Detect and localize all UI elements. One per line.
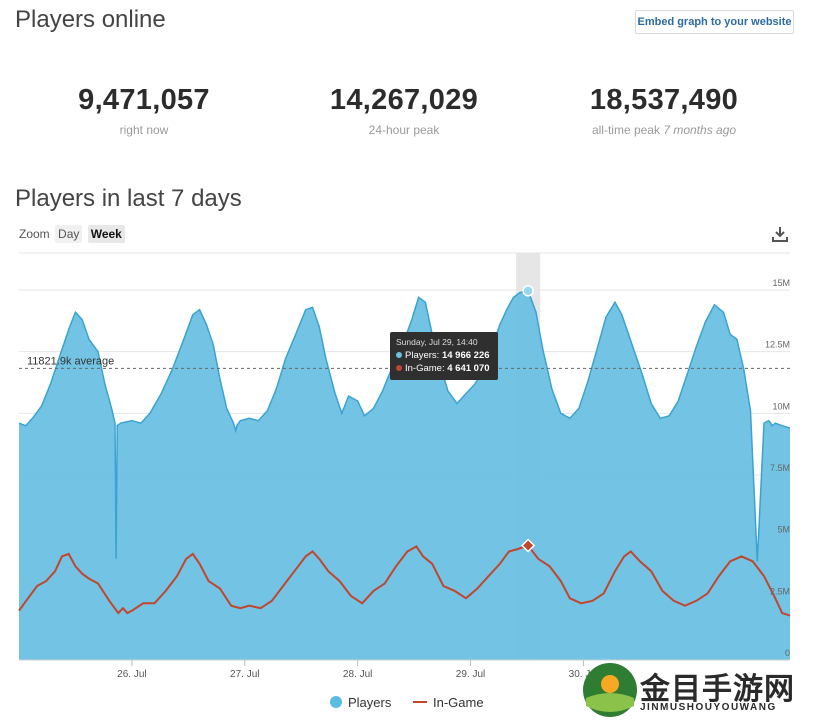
- stat-24-hour-peak: 14,267,029 24-hour peak: [274, 84, 534, 137]
- stat-label-text: right now: [119, 123, 169, 137]
- embed-graph-button[interactable]: Embed graph to your website: [635, 10, 794, 34]
- tooltip-date: Sunday, Jul 29, 14:40: [396, 337, 478, 347]
- tooltip-players-value: 14 966 226: [441, 350, 490, 361]
- page-title: Players online: [15, 6, 166, 33]
- tooltip-players-label: Players:: [405, 350, 440, 361]
- stat-value: 18,537,490: [589, 84, 739, 116]
- zoom-week-button[interactable]: Week: [87, 225, 125, 243]
- legend-ingame-label: In-Game: [432, 694, 484, 710]
- y-tick-label: 7.5M: [770, 463, 790, 473]
- chart-tooltip: Sunday, Jul 29, 14:40 Players: 14 966 22…: [390, 332, 498, 380]
- watermark-logo: 金目手游网 JINMUSHOUYOUWANG: [582, 660, 818, 720]
- stat-label-text: all-time peak: [591, 123, 660, 137]
- download-icon[interactable]: [770, 224, 790, 244]
- ingame-legend-icon: [412, 701, 427, 704]
- x-tick-label: 26. Jul: [117, 669, 146, 680]
- average-label: 11821.9k average: [27, 355, 114, 367]
- chart-legend: Players In-Game: [330, 693, 502, 710]
- stat-label-time: 7 months ago: [663, 123, 737, 137]
- stat-label: all-time peak 7 months ago: [534, 123, 794, 137]
- ingame-dot-icon: [396, 365, 402, 372]
- tooltip-ingame-value: 4 641 070: [447, 363, 490, 374]
- watermark-icon: [583, 663, 637, 717]
- zoom-day-button[interactable]: Day: [55, 225, 83, 243]
- stat-value: 14,267,029: [329, 84, 479, 116]
- stat-right-now: 9,471,057 right now: [14, 84, 274, 137]
- ingame-line: [18, 544, 791, 617]
- stat-label: 24-hour peak: [274, 123, 534, 137]
- watermark-sub: JINMUSHOUYOUWANG: [640, 702, 777, 713]
- y-tick-label: 0: [785, 648, 790, 658]
- x-axis-ticks: 26. Jul 27. Jul 28. Jul 29. Jul 30. Jul: [19, 659, 790, 680]
- chart-title: Players in last 7 days: [15, 185, 242, 212]
- y-tick-label: 10M: [772, 401, 790, 411]
- y-tick-label: 12.5M: [765, 340, 790, 350]
- y-tick-label: 5M: [777, 525, 790, 535]
- legend-ingame[interactable]: In-Game: [412, 694, 484, 710]
- zoom-label: Zoom: [19, 227, 50, 241]
- players-area: [19, 290, 790, 660]
- stat-label: right now: [14, 123, 274, 137]
- x-tick-label: 27. Jul: [230, 669, 259, 680]
- players-dot-icon: [396, 352, 402, 359]
- zoom-controls: Zoom Day Week: [19, 225, 125, 243]
- players-legend-icon: [330, 696, 342, 709]
- tooltip-ingame-row: In-Game: 4 641 070: [396, 362, 492, 375]
- watermark-text: 金目手游网: [640, 672, 795, 707]
- stat-all-time-peak: 18,537,490 all-time peak 7 months ago: [534, 84, 794, 137]
- hover-point-ingame: [521, 538, 536, 553]
- x-tick-label: 29. Jul: [456, 669, 485, 680]
- stat-value: 9,471,057: [78, 84, 210, 116]
- hover-point-players: [522, 285, 534, 297]
- stat-label-text: 24-hour peak: [368, 123, 440, 137]
- y-tick-label: 2.5M: [770, 586, 790, 596]
- tooltip-ingame-label: In-Game:: [405, 363, 445, 374]
- tooltip-players-row: Players: 14 966 226: [396, 349, 492, 362]
- y-axis-ticks: 0 2.5M 5M 7.5M 10M 12.5M 15M: [765, 278, 790, 658]
- legend-players-label: Players: [348, 694, 392, 710]
- x-tick-label: 30. Jul: [569, 669, 598, 680]
- x-tick-label: 28. Jul: [343, 669, 372, 680]
- legend-players[interactable]: Players: [330, 694, 391, 710]
- y-tick-label: 15M: [772, 278, 790, 288]
